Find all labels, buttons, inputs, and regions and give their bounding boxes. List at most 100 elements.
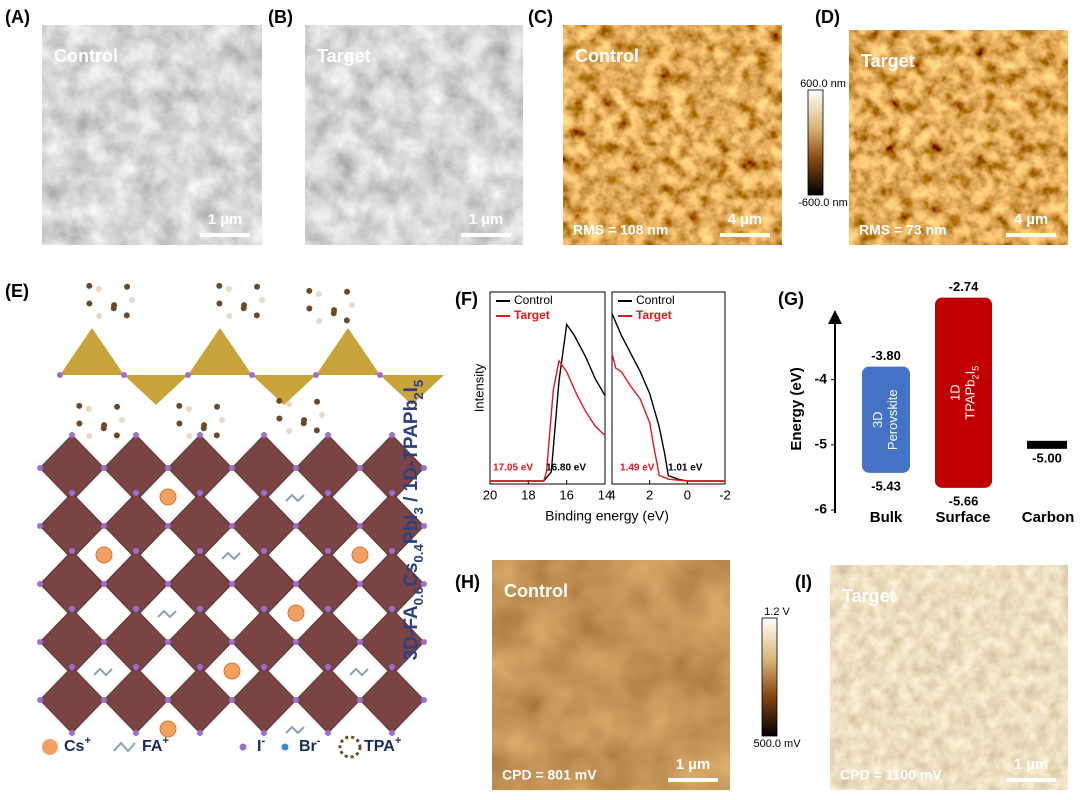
y-axis-label: Intensity (471, 363, 486, 412)
spectrum-line (611, 313, 725, 482)
iodide (69, 664, 75, 670)
tpa-atom (85, 405, 92, 412)
tpa-atom (76, 420, 83, 427)
tpa-atom (216, 300, 223, 307)
iodide (57, 372, 63, 378)
iodide (133, 730, 139, 736)
annotation: 1.01 eV (668, 463, 703, 474)
panel-caption: Target (317, 46, 371, 66)
text-part: 2 (971, 374, 981, 379)
iodide (389, 730, 395, 736)
panel-label: (G) (778, 289, 804, 309)
iodide (133, 606, 139, 612)
category-label: Carbon (1022, 509, 1075, 526)
scale-bar-label: 1 µm (676, 756, 711, 773)
cesium (287, 604, 305, 622)
fa-molecule (93, 667, 113, 677)
micrograph (830, 565, 1068, 790)
iodide (357, 465, 363, 471)
tpa-atom (276, 397, 283, 404)
y-axis-label: Energy (eV) (788, 367, 805, 450)
text-part: PbI (401, 515, 422, 545)
text-part: I (257, 738, 261, 755)
tpa-atom (176, 402, 183, 409)
tpa-atom (331, 307, 338, 314)
legend-label: FA+ (142, 735, 169, 755)
level-label: -3.80 (871, 348, 901, 363)
micrograph (849, 30, 1068, 245)
fa-molecule (157, 609, 177, 619)
tpa-atom (86, 300, 93, 307)
text-part: TPA (364, 738, 395, 755)
tpa-atom (301, 417, 308, 424)
iodide (261, 490, 267, 496)
tpa-atom (111, 302, 118, 309)
text-part: + (395, 735, 402, 747)
panel-caption: Target (861, 51, 915, 71)
legend-label: Control (636, 293, 675, 307)
octahedron (39, 666, 105, 734)
text-part: 3 (411, 507, 426, 514)
iodide (325, 730, 331, 736)
cesium (159, 488, 177, 506)
scale-bar-label: 1 µm (469, 211, 504, 228)
iodide (37, 523, 43, 529)
iodide (293, 581, 299, 587)
iodide (261, 730, 267, 736)
text-part: 3D (870, 411, 885, 428)
scale-bar-label: 4 µm (1014, 211, 1049, 228)
panel-label: (I) (795, 572, 812, 592)
octahedron (359, 666, 425, 734)
text-part: - (261, 735, 265, 747)
iodide (325, 548, 331, 554)
iodide (101, 581, 107, 587)
iodide (293, 523, 299, 529)
panel-label: (D) (815, 7, 840, 27)
plot-frame (489, 291, 606, 485)
iodide (101, 639, 107, 645)
text-part: 0.6 (411, 587, 426, 606)
scale-bar-label: 1 µm (208, 211, 243, 228)
tpa-atom (201, 422, 208, 429)
text-part: Br (299, 738, 317, 755)
x-tick-label: 14 (598, 487, 612, 502)
panel-label: (C) (528, 7, 553, 27)
fa-molecule (221, 551, 241, 561)
plot-frame (611, 291, 726, 485)
iodide (421, 697, 427, 703)
tpa-atom (213, 432, 220, 439)
iodide (325, 606, 331, 612)
x-tick-label: 16 (559, 487, 573, 502)
panel-caption: Control (54, 46, 118, 66)
iodide (249, 372, 255, 378)
text-part: 0.4 (411, 544, 426, 563)
x-tick-label: 2 (646, 487, 653, 502)
fa-molecule (285, 725, 305, 735)
legend-label: Target (636, 308, 672, 322)
tpa-atom (96, 312, 103, 319)
x-axis-label: Binding energy (eV) (545, 508, 669, 524)
spectrum-line (611, 353, 725, 482)
y-tick-label: -5 (815, 436, 828, 452)
octahedron (167, 666, 233, 734)
iodide (133, 490, 139, 496)
panel-caption: Control (504, 581, 568, 601)
legend-label: Target (514, 308, 550, 322)
text-part: Cs (401, 563, 422, 587)
panel-note: CPD = 1100 mV (840, 767, 942, 783)
iodide (197, 606, 203, 612)
tpa-atom (241, 302, 248, 309)
tpa-atom (306, 305, 313, 312)
tpa-atom (306, 287, 313, 294)
iodide (37, 581, 43, 587)
micrograph (305, 25, 523, 245)
iodide (229, 581, 235, 587)
cesium (159, 720, 177, 738)
iodide (165, 465, 171, 471)
iodide (357, 581, 363, 587)
iodide (133, 664, 139, 670)
colorbar (807, 89, 824, 196)
text-part: TPAPb (963, 379, 978, 419)
legend-symbol (113, 741, 136, 753)
panel-label: (H) (455, 572, 480, 592)
